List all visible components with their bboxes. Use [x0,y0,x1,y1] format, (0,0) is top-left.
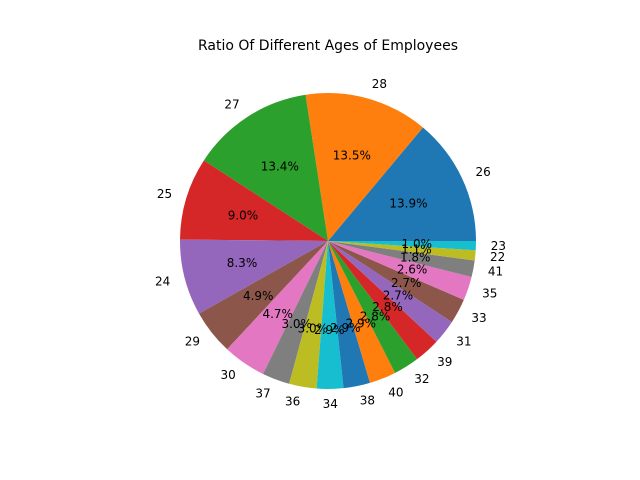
pie-slice-37 [263,241,328,384]
percent-label-33: 2.7% [391,276,422,290]
percent-label-28: 13.5% [333,148,371,162]
percent-label-38: 2.9% [330,321,361,335]
percent-label-26: 13.9% [389,196,427,210]
percent-label-31: 2.7% [383,289,414,303]
percent-label-27: 13.4% [261,159,299,173]
percent-label-40: 2.9% [346,317,377,331]
percent-label-32: 2.8% [360,309,391,323]
percent-label-30: 4.7% [262,307,293,321]
percent-label-25: 9.0% [228,208,259,222]
category-label-38: 38 [360,394,375,408]
pie-slice-38 [328,241,371,389]
pie-slice-32 [328,241,418,373]
percent-label-24: 8.3% [227,256,258,270]
category-label-23: 23 [491,239,506,253]
percent-label-34: 2.9% [314,323,345,337]
pie-slice-41 [328,241,475,277]
pie-slice-23 [328,241,476,251]
category-label-28: 28 [372,77,387,91]
category-label-27: 27 [224,97,239,111]
percent-labels: 13.9%13.5%13.4%9.0%8.3%4.9%4.7%3.0%3.0%2… [227,148,432,336]
category-label-40: 40 [388,385,403,399]
category-label-41: 41 [488,265,503,279]
pie-slice-25 [180,160,328,241]
chart-title: Ratio Of Different Ages of Employees [198,38,458,54]
percent-label-22: 1.1% [401,243,432,257]
pie-slice-22 [328,241,476,261]
category-label-33: 33 [471,311,486,325]
pie-slice-33 [328,241,464,322]
pie-slice-34 [316,241,344,389]
percent-label-39: 2.8% [372,300,403,314]
pie-slice-36 [289,241,328,389]
category-label-22: 22 [490,250,505,264]
pie-slice-35 [328,241,472,300]
percent-label-36: 3.0% [298,321,329,335]
percent-label-41: 1.8% [400,251,431,265]
category-label-26: 26 [475,165,490,179]
pie-slice-31 [328,241,452,342]
category-label-34: 34 [323,397,338,411]
category-label-37: 37 [255,386,270,400]
category-label-31: 31 [456,334,471,348]
pie-slice-30 [227,241,328,374]
category-label-29: 29 [185,335,200,349]
category-label-30: 30 [220,368,235,382]
category-label-39: 39 [437,355,452,369]
category-label-36: 36 [285,394,300,408]
pie-slice-28 [305,93,423,241]
pie-slice-27 [203,94,328,241]
pie-slice-29 [199,241,328,350]
category-label-24: 24 [155,275,170,289]
pie-slice-39 [328,241,437,360]
pie-slice-40 [328,241,396,383]
percent-label-29: 4.9% [243,289,274,303]
category-label-35: 35 [482,286,497,300]
category-label-32: 32 [414,372,429,386]
pie-slice-24 [180,239,328,314]
percent-label-37: 3.0% [281,317,312,331]
category-label-25: 25 [157,187,172,201]
pie-slice-26 [328,127,476,241]
percent-label-23: 1.0% [402,237,433,251]
pie-slices [180,93,476,389]
percent-label-35: 2.6% [397,263,428,277]
